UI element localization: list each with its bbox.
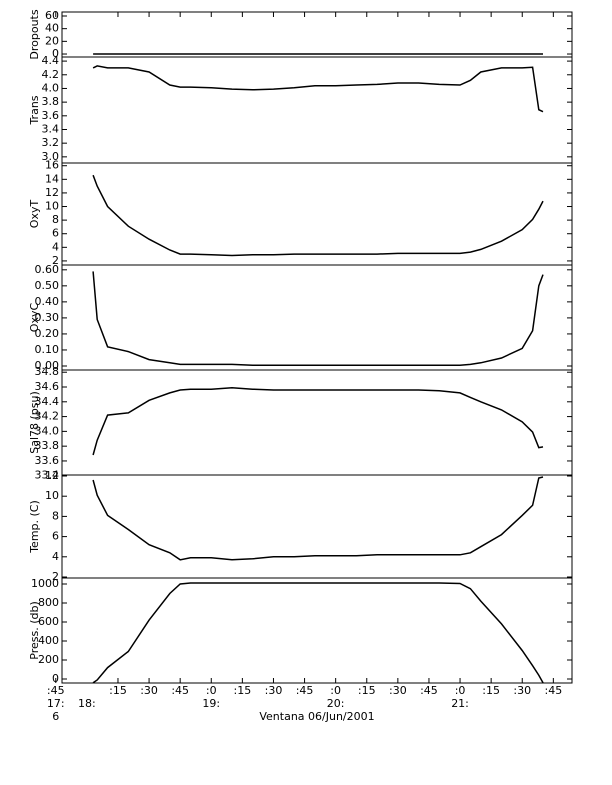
panel-frame bbox=[61, 577, 573, 684]
y-tick-label: 3.8 bbox=[42, 95, 60, 108]
x-tick-label: :30 bbox=[513, 684, 531, 697]
x-tick-label: :45 bbox=[420, 684, 438, 697]
y-axis-label: Temp. (C) bbox=[28, 500, 41, 554]
y-tick-label: 0.10 bbox=[35, 343, 60, 356]
x-hour-label: 18: bbox=[78, 697, 96, 710]
y-tick-label: 0.20 bbox=[35, 327, 60, 340]
y-tick-label: 4 bbox=[52, 240, 59, 253]
y-tick-label: 16 bbox=[45, 159, 59, 172]
y-tick-label: 0.50 bbox=[35, 279, 60, 292]
y-tick-label: 34.2 bbox=[35, 410, 60, 423]
data-line bbox=[92, 476, 544, 561]
x-tick-label: :30 bbox=[389, 684, 407, 697]
y-tick-label: 3.6 bbox=[42, 109, 60, 122]
y-tick-label: 0.60 bbox=[35, 263, 60, 276]
x-tick-label: :30 bbox=[140, 684, 158, 697]
x-tick-label: :15 bbox=[109, 684, 127, 697]
y-tick-label: 0.00 bbox=[35, 359, 60, 372]
x-tick-label: :45 bbox=[47, 684, 65, 697]
y-tick-label: 3.4 bbox=[42, 122, 60, 135]
y-tick-label: 8 bbox=[52, 213, 59, 226]
x-hour-label: 21: bbox=[451, 697, 469, 710]
panel-frame bbox=[61, 162, 573, 266]
y-tick-label: 34.8 bbox=[35, 365, 60, 378]
y-tick-label: 33.4 bbox=[35, 469, 60, 482]
y-tick-label: 40 bbox=[45, 22, 59, 35]
x-tick-label: :15 bbox=[482, 684, 500, 697]
y-tick-label: 4.2 bbox=[42, 68, 60, 81]
y-tick-label: 34.6 bbox=[35, 380, 60, 393]
y-tick-label: 3.2 bbox=[42, 136, 60, 149]
y-tick-label: 0.40 bbox=[35, 295, 60, 308]
y-tick-label: 6 bbox=[52, 530, 59, 543]
y-axis-label: Dropouts bbox=[28, 9, 41, 59]
data-line bbox=[92, 271, 544, 366]
y-tick-label: 12 bbox=[45, 186, 59, 199]
y-tick-label: 200 bbox=[38, 653, 59, 666]
y-tick-label: 33.8 bbox=[35, 439, 60, 452]
y-tick-label: 800 bbox=[38, 596, 59, 609]
y-tick-label: 4.4 bbox=[42, 54, 60, 67]
x-day-label: 6 bbox=[52, 710, 59, 723]
panel-frame bbox=[61, 11, 573, 58]
y-tick-label: 12 bbox=[45, 469, 59, 482]
y-tick-label: 600 bbox=[38, 615, 59, 628]
y-tick-label: 10 bbox=[45, 200, 59, 213]
data-line bbox=[92, 65, 544, 113]
y-tick-label: 10 bbox=[45, 489, 59, 502]
y-axis-label: OxyT bbox=[28, 200, 41, 229]
y-tick-label: 4 bbox=[52, 550, 59, 563]
x-axis-label: Ventana 06/Jun/2001 bbox=[259, 710, 374, 723]
data-line bbox=[92, 386, 544, 456]
panel-frame bbox=[61, 56, 573, 164]
x-tick-label: :0 bbox=[206, 684, 217, 697]
y-tick-label: 2 bbox=[52, 254, 59, 267]
y-tick-label: 400 bbox=[38, 634, 59, 647]
y-tick-label: 14 bbox=[45, 172, 59, 185]
y-axis-label: Trans bbox=[28, 95, 41, 125]
x-hour-label: 19: bbox=[202, 697, 220, 710]
y-tick-label: 34.4 bbox=[35, 395, 60, 408]
x-hour-label: 20: bbox=[327, 697, 345, 710]
y-tick-label: 6 bbox=[52, 227, 59, 240]
y-axis-label: OxyC bbox=[28, 303, 41, 333]
y-tick-label: 0 bbox=[52, 47, 59, 60]
y-tick-label: 0.30 bbox=[35, 311, 60, 324]
data-line bbox=[92, 174, 544, 257]
data-line bbox=[92, 582, 544, 684]
x-tick-label: :30 bbox=[265, 684, 283, 697]
y-tick-label: 8 bbox=[52, 509, 59, 522]
x-tick-label: :15 bbox=[234, 684, 252, 697]
x-tick-label: :0 bbox=[330, 684, 341, 697]
y-tick-label: 4.0 bbox=[42, 81, 60, 94]
panel-frame bbox=[61, 369, 573, 476]
x-hour-label: 17: bbox=[47, 697, 65, 710]
y-tick-label: 1000 bbox=[31, 577, 59, 590]
y-tick-label: 2 bbox=[52, 570, 59, 583]
panel-frame bbox=[61, 474, 573, 579]
x-tick-label: :45 bbox=[296, 684, 314, 697]
y-tick-label: 60 bbox=[45, 9, 59, 22]
x-tick-label: :0 bbox=[455, 684, 466, 697]
y-tick-label: 34.0 bbox=[35, 424, 60, 437]
x-tick-label: :45 bbox=[544, 684, 562, 697]
y-axis-label: Press. (db) bbox=[28, 601, 41, 660]
panel-frame bbox=[61, 264, 573, 371]
x-tick-label: :45 bbox=[171, 684, 189, 697]
y-axis-label: Sal78 (psu) bbox=[28, 391, 41, 454]
y-tick-label: 3.0 bbox=[42, 150, 60, 163]
x-tick-label: :15 bbox=[358, 684, 376, 697]
y-tick-label: 33.6 bbox=[35, 454, 60, 467]
y-tick-label: 20 bbox=[45, 34, 59, 47]
